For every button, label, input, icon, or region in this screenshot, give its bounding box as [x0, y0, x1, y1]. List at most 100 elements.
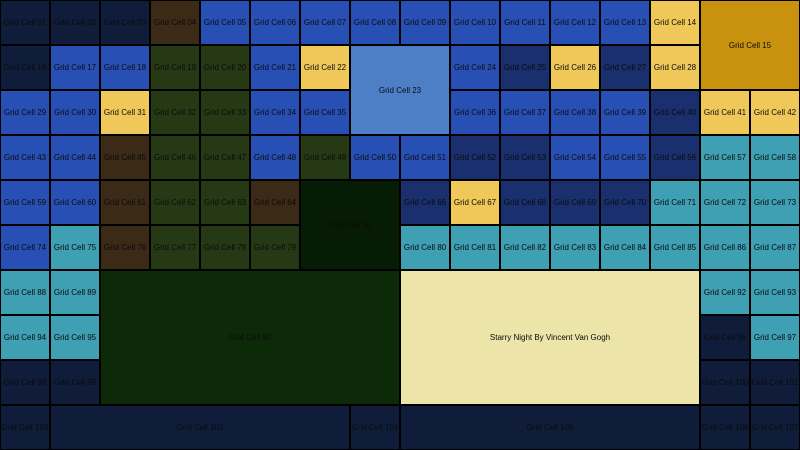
grid-cell-22: Grid Cell 22 [300, 45, 350, 90]
grid-cell-41: Grid Cell 41 [700, 90, 750, 135]
grid-cell-64: Grid Cell 64 [250, 180, 300, 225]
grid-cell-38: Grid Cell 38 [550, 90, 600, 135]
grid-cell-89: Grid Cell 89 [50, 270, 100, 315]
grid-cell-47: Grid Cell 47 [200, 135, 250, 180]
grid-cell-49: Grid Cell 49 [300, 135, 350, 180]
grid-cell-15: Grid Cell 15 [700, 0, 800, 90]
grid-cell-99: Grid Cell 99 [50, 360, 100, 405]
grid-cell-50: Grid Cell 50 [350, 135, 400, 180]
grid-cell-33: Grid Cell 33 [200, 90, 250, 135]
grid-cell-88: Grid Cell 88 [0, 270, 50, 315]
grid-cell-62: Grid Cell 62 [150, 180, 200, 225]
grid-cell-95: Grid Cell 95 [50, 315, 100, 360]
grid-cell-42: Grid Cell 42 [750, 90, 800, 135]
grid-cell-76: Grid Cell 76 [100, 225, 150, 270]
grid-cell-06: Grid Cell 06 [250, 0, 300, 45]
grid-cell-04: Grid Cell 04 [150, 0, 200, 45]
grid-cell-03: Grid Cell 03 [100, 0, 150, 45]
grid-cell-85: Grid Cell 85 [650, 225, 700, 270]
grid-cell-66: Grid Cell 66 [400, 180, 450, 225]
grid-cell-39: Grid Cell 39 [600, 90, 650, 135]
grid-cell-75: Grid Cell 75 [50, 225, 100, 270]
grid-cell-90: Grid Cell 90 [100, 270, 400, 405]
grid-cell-19: Grid Cell 19 [150, 45, 200, 90]
grid-cell-77: Grid Cell 77 [150, 225, 200, 270]
grid-cell-28: Grid Cell 28 [650, 45, 700, 90]
grid-cell-48: Grid Cell 48 [250, 135, 300, 180]
grid-cell-107: Grid Cell 107 [750, 405, 800, 450]
grid-cell-83: Grid Cell 83 [550, 225, 600, 270]
grid-cell-58: Grid Cell 58 [750, 135, 800, 180]
grid-cell-86: Grid Cell 86 [700, 225, 750, 270]
grid-cell-65: Grid Cell 65 [300, 180, 400, 270]
grid-cell-53: Grid Cell 53 [500, 135, 550, 180]
grid-cell-97: Grid Cell 97 [750, 315, 800, 360]
grid-cell-45: Grid Cell 45 [100, 135, 150, 180]
grid-cell-56: Grid Cell 56 [650, 135, 700, 180]
grid-cell-70: Grid Cell 70 [600, 180, 650, 225]
grid-cell-14: Grid Cell 14 [650, 0, 700, 45]
grid-cell-74: Grid Cell 74 [0, 225, 50, 270]
grid-cell-69: Grid Cell 69 [550, 180, 600, 225]
grid-cell-52: Grid Cell 52 [450, 135, 500, 180]
grid-cell-20: Grid Cell 20 [200, 45, 250, 90]
grid-cell-29: Grid Cell 29 [0, 90, 50, 135]
grid-cell-105: Grid Cell 105 [400, 405, 700, 450]
grid-cell-59: Grid Cell 59 [0, 180, 50, 225]
grid-cell-60: Grid Cell 60 [50, 180, 100, 225]
grid-cell-27: Grid Cell 27 [600, 45, 650, 90]
grid-cell-21: Grid Cell 21 [250, 45, 300, 90]
grid-cell-10: Grid Cell 10 [450, 0, 500, 45]
grid-cell-44: Grid Cell 44 [50, 135, 100, 180]
grid-cell-106: Grid Cell 106 [700, 405, 750, 450]
grid-cell-18: Grid Cell 18 [100, 45, 150, 90]
grid-cell-71: Grid Cell 71 [650, 180, 700, 225]
grid-cell-25: Grid Cell 25 [500, 45, 550, 90]
grid-cell-101: Grid Cell 101 [750, 360, 800, 405]
grid-cell-96: Grid Cell 96 [700, 315, 750, 360]
grid-cell-46: Grid Cell 46 [150, 135, 200, 180]
grid-cell-104: Grid Cell 104 [350, 405, 400, 450]
grid-cell-72: Grid Cell 72 [700, 180, 750, 225]
grid-cell-94: Grid Cell 94 [0, 315, 50, 360]
grid-cell-08: Grid Cell 08 [350, 0, 400, 45]
grid-cell-24: Grid Cell 24 [450, 45, 500, 90]
grid-cell-61: Grid Cell 61 [100, 180, 150, 225]
grid-cell-09: Grid Cell 09 [400, 0, 450, 45]
grid-cell-07: Grid Cell 07 [300, 0, 350, 45]
grid-cell-82: Grid Cell 82 [500, 225, 550, 270]
grid-cell-87: Grid Cell 87 [750, 225, 800, 270]
grid-cell-16: Grid Cell 16 [0, 45, 50, 90]
grid-cell-35: Grid Cell 35 [300, 90, 350, 135]
grid-cell-51: Grid Cell 51 [400, 135, 450, 180]
grid-cell-63: Grid Cell 63 [200, 180, 250, 225]
grid-cell-68: Grid Cell 68 [500, 180, 550, 225]
grid-cell-80: Grid Cell 80 [400, 225, 450, 270]
grid-cell-67: Grid Cell 67 [450, 180, 500, 225]
grid-cell-05: Grid Cell 05 [200, 0, 250, 45]
grid-cell-81: Grid Cell 81 [450, 225, 500, 270]
grid-cell-01: Grid Cell 01 [0, 0, 50, 45]
grid-cell-73: Grid Cell 73 [750, 180, 800, 225]
grid-cell-79: Grid Cell 79 [250, 225, 300, 270]
grid-cell-43: Grid Cell 43 [0, 135, 50, 180]
grid-cell-32: Grid Cell 32 [150, 90, 200, 135]
grid-cell-40: Grid Cell 40 [650, 90, 700, 135]
grid-cell-103: Grid Cell 103 [50, 405, 350, 450]
grid-cell-13: Grid Cell 13 [600, 0, 650, 45]
grid-cell-91-title: Starry Night By Vincent Van Gogh [400, 270, 700, 405]
grid-cell-92: Grid Cell 92 [700, 270, 750, 315]
grid-cell-98: Grid Cell 98 [0, 360, 50, 405]
grid-cell-57: Grid Cell 57 [700, 135, 750, 180]
grid-cell-02: Grid Cell 02 [50, 0, 100, 45]
grid-cell-102: Grid Cell 102 [0, 405, 50, 450]
grid-cell-54: Grid Cell 54 [550, 135, 600, 180]
grid-cell-31: Grid Cell 31 [100, 90, 150, 135]
grid-cell-30: Grid Cell 30 [50, 90, 100, 135]
grid-cell-34: Grid Cell 34 [250, 90, 300, 135]
grid-cell-12: Grid Cell 12 [550, 0, 600, 45]
grid-cell-37: Grid Cell 37 [500, 90, 550, 135]
grid-cell-36: Grid Cell 36 [450, 90, 500, 135]
grid-cell-11: Grid Cell 11 [500, 0, 550, 45]
